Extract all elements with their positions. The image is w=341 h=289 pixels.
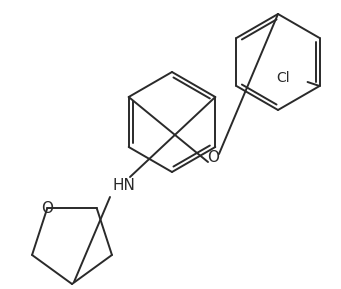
Text: HN: HN <box>112 177 135 192</box>
Text: O: O <box>41 201 53 216</box>
Text: Cl: Cl <box>276 71 290 85</box>
Text: O: O <box>207 151 219 166</box>
